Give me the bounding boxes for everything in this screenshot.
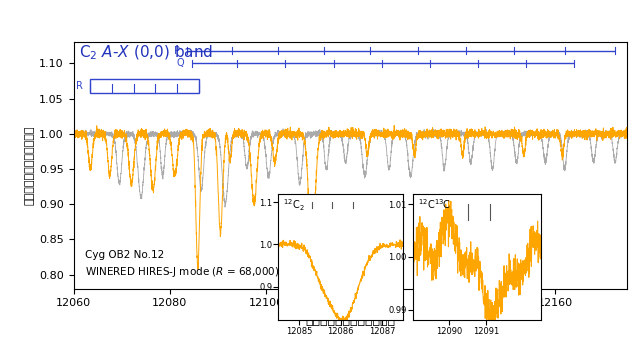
Text: $^{12}$C$^{13}$C: $^{12}$C$^{13}$C	[418, 197, 451, 211]
Text: $^{12}$C$_2$: $^{12}$C$_2$	[284, 197, 305, 213]
Text: Cyg OB2 No.12
WINERED HIRES-J mode ($R$ = 68,000): Cyg OB2 No.12 WINERED HIRES-J mode ($R$ …	[84, 250, 279, 279]
Text: P: P	[173, 46, 179, 56]
Text: Q: Q	[177, 58, 184, 68]
Y-axis label: 規格化した天体フラックス: 規格化した天体フラックス	[25, 126, 35, 205]
Text: R: R	[76, 81, 83, 91]
X-axis label: 波長（オングストローム）: 波長（オングストローム）	[305, 314, 396, 327]
Text: C$_2$ $A$-$X$ (0,0) band: C$_2$ $A$-$X$ (0,0) band	[79, 44, 213, 62]
